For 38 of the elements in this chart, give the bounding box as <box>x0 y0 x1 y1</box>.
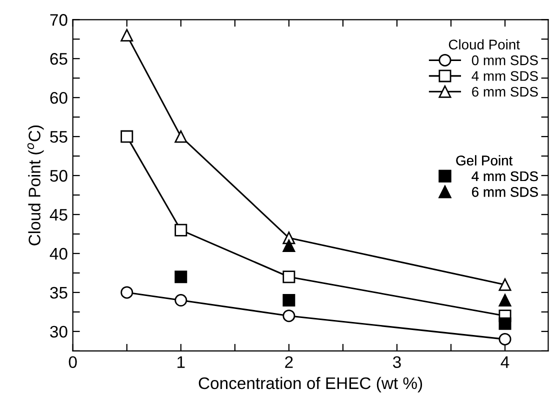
point <box>498 278 512 291</box>
point <box>282 239 296 252</box>
y-tick-label: 60 <box>50 92 68 104</box>
legend-label: 6 mm SDS <box>472 86 538 97</box>
point <box>174 224 188 236</box>
x-tick-label: 1 <box>178 356 185 368</box>
x-axis-title: Concentration of EHEC (wt %) <box>198 376 422 392</box>
y-tick-label: 55 <box>50 131 68 143</box>
x-tick-label: 0 <box>68 356 77 368</box>
point <box>174 270 188 284</box>
y-axis-title: Cloud Point ($^{o}$C) <box>27 126 44 246</box>
point <box>282 310 296 322</box>
point <box>498 317 512 330</box>
legend-label: 0 mm SDS <box>472 55 538 66</box>
y-tick-label: 30 <box>50 326 68 338</box>
y-tick-label: 35 <box>50 286 68 299</box>
y-tick-label: 70 <box>50 14 68 26</box>
point <box>498 294 512 307</box>
y-tick-label: 40 <box>50 248 68 260</box>
x-tick-label: 2 <box>285 356 293 368</box>
point <box>174 294 188 307</box>
point <box>120 130 134 143</box>
text: Cloud Point <box>448 39 520 50</box>
text: Gel Point <box>456 155 513 166</box>
x-tick-label: 3 <box>392 356 401 368</box>
y-tick-label: 65 <box>50 53 68 65</box>
point <box>282 270 296 284</box>
legend-label: 4 mm SDS <box>472 71 538 81</box>
point <box>120 286 134 299</box>
y-tick-label: 45 <box>50 209 68 221</box>
point <box>174 130 188 143</box>
x-tick-label: 4 <box>500 356 510 368</box>
point <box>498 332 512 346</box>
legend-label: 6 mm SDS <box>472 187 538 197</box>
point <box>282 294 296 307</box>
point <box>120 28 134 42</box>
y-tick-label: 50 <box>50 170 68 182</box>
legend-label: 4 mm SDS <box>472 171 538 182</box>
